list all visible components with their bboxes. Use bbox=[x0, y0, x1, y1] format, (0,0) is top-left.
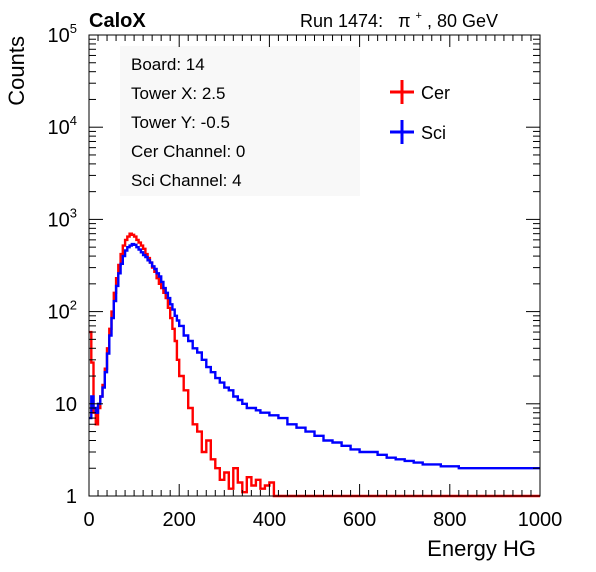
y-tick-base: 10 bbox=[48, 302, 70, 324]
run-prefix: Run 1474: bbox=[300, 11, 383, 31]
particle-charge: + bbox=[416, 10, 422, 22]
series-sci-line bbox=[89, 242, 540, 470]
info-line: Tower Y: -0.5 bbox=[131, 113, 230, 132]
y-tick-label: 105 bbox=[48, 21, 77, 47]
experiment-label: CaloX bbox=[89, 10, 146, 32]
beam-energy: , 80 GeV bbox=[427, 11, 498, 31]
run-label: Run 1474: π + , 80 GeV bbox=[300, 3, 498, 31]
y-tick-base: 10 bbox=[48, 25, 70, 47]
y-tick-exponent: 3 bbox=[70, 205, 77, 220]
y-tick-base: 10 bbox=[55, 394, 77, 416]
info-line: Tower X: 2.5 bbox=[131, 84, 226, 103]
info-box bbox=[120, 46, 360, 196]
y-tick-label: 103 bbox=[48, 205, 77, 231]
x-tick-label: 600 bbox=[343, 509, 376, 531]
x-tick-label: 0 bbox=[83, 509, 94, 531]
y-tick-base: 10 bbox=[48, 209, 70, 231]
y-tick-base: 1 bbox=[66, 486, 77, 508]
x-tick-label: 400 bbox=[253, 509, 286, 531]
info-line: Cer Channel: 0 bbox=[131, 142, 245, 161]
series-layer bbox=[89, 232, 540, 498]
y-axis-title: Counts bbox=[4, 36, 29, 106]
x-axis: 0 200 400 600 800 1000 bbox=[83, 35, 562, 531]
y-tick-label: 10 bbox=[55, 394, 77, 416]
particle-symbol: π bbox=[398, 11, 410, 31]
y-tick-base: 10 bbox=[48, 117, 70, 139]
x-tick-label: 1000 bbox=[518, 509, 563, 531]
x-tick-label: 800 bbox=[433, 509, 466, 531]
info-line: Sci Channel: 4 bbox=[131, 171, 242, 190]
legend-label: Cer bbox=[421, 83, 450, 103]
legend: Cer Sci bbox=[390, 80, 450, 144]
x-axis-title: Energy HG bbox=[427, 536, 536, 561]
legend-label: Sci bbox=[421, 123, 446, 143]
y-tick-exponent: 4 bbox=[70, 113, 77, 128]
y-tick-label: 102 bbox=[48, 298, 77, 324]
info-box-lines: Board: 14 Tower X: 2.5 Tower Y: -0.5 Cer Ch… bbox=[131, 55, 245, 190]
info-line: Board: 14 bbox=[131, 55, 205, 74]
y-tick-label: 104 bbox=[48, 113, 77, 139]
y-tick-exponent: 2 bbox=[70, 298, 77, 313]
y-tick-exponent: 5 bbox=[70, 21, 77, 36]
y-tick-label: 1 bbox=[66, 486, 77, 508]
x-tick-label: 200 bbox=[163, 509, 196, 531]
